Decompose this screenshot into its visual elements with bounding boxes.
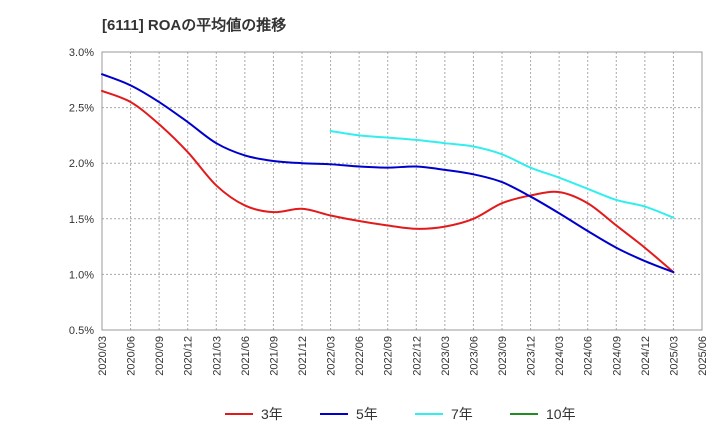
y-tick-label: 0.5% (69, 325, 94, 337)
series-lines (101, 73, 675, 274)
x-tick-label: 2024/03 (554, 336, 566, 376)
x-tick-label: 2021/06 (240, 336, 252, 376)
legend-label: 5年 (356, 406, 378, 422)
y-tick-label: 1.0% (69, 269, 94, 281)
x-tick-label: 2024/12 (640, 336, 652, 376)
x-tick-label: 2025/03 (668, 336, 680, 376)
x-tick-label: 2025/06 (697, 336, 709, 376)
x-tick-label: 2020/12 (183, 336, 195, 376)
x-tick-label: 2023/12 (526, 336, 538, 376)
series-line-2 (329, 129, 675, 219)
x-tick-label: 2021/09 (268, 336, 280, 376)
legend-label: 10年 (546, 406, 576, 422)
x-axis-ticks: 2020/03 2020/06 2020/09 2020/12 2021/03 2021/… (97, 336, 709, 376)
x-tick-label: 2022/06 (354, 336, 366, 376)
x-tick-label: 2022/12 (411, 336, 423, 376)
legend-label: 3年 (261, 406, 283, 422)
y-tick-label: 2.0% (69, 158, 94, 170)
x-tick-label: 2024/09 (611, 336, 623, 376)
x-tick-label: 2021/03 (211, 336, 223, 376)
plot-area (102, 52, 702, 330)
x-tick-label: 2023/03 (440, 336, 452, 376)
legend: 3年 5年 7年 10年 (225, 406, 576, 422)
x-tick-label: 2023/06 (468, 336, 480, 376)
x-tick-label: 2022/09 (383, 336, 395, 376)
x-tick-label: 2024/06 (583, 336, 595, 376)
y-tick-label: 3.0% (69, 47, 94, 59)
x-tick-label: 2023/09 (497, 336, 509, 376)
plot-border (101, 51, 703, 331)
chart-title: [6111] ROAの平均値の推移 (102, 17, 287, 34)
y-axis-ticks: 0.5% 1.0% 1.5% 2.0% 2.5% 3.0% (69, 47, 94, 337)
series-line-0 (101, 89, 675, 274)
legend-label: 7年 (451, 406, 473, 422)
y-tick-label: 1.5% (69, 214, 94, 226)
x-tick-label: 2020/03 (97, 336, 109, 376)
x-tick-label: 2022/03 (326, 336, 338, 376)
x-tick-label: 2020/06 (126, 336, 138, 376)
y-tick-label: 2.5% (69, 103, 94, 115)
x-tick-label: 2020/09 (154, 336, 166, 376)
series-line-1 (101, 73, 675, 274)
x-tick-label: 2021/12 (297, 336, 309, 376)
